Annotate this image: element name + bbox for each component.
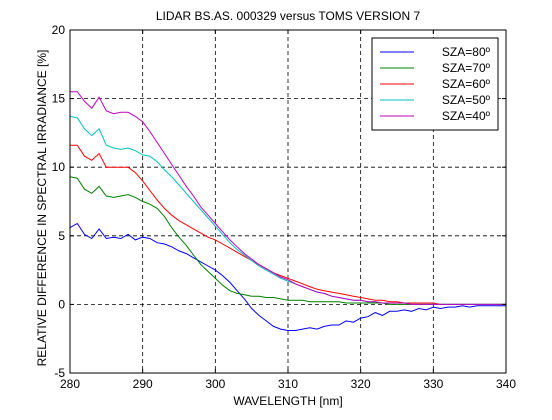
y-axis-label: RELATIVE DIFFERENCE IN SPECTRAL IRRADIAN…: [35, 49, 49, 367]
series-line-3: [70, 144, 506, 305]
y-tick-label: 10: [52, 160, 66, 174]
legend-label: SZA=60º: [442, 77, 491, 91]
x-tick-label: 320: [351, 377, 371, 391]
x-tick-label: 290: [133, 377, 153, 391]
y-tick-label: 5: [58, 229, 65, 243]
x-axis-label: WAVELENGTH [nm]: [233, 394, 343, 408]
y-tick-label: -5: [54, 366, 65, 380]
y-tick-label: 15: [52, 92, 66, 106]
x-tick-label: 280: [60, 377, 80, 391]
legend-label: SZA=80º: [442, 45, 491, 59]
legend-label: SZA=70º: [442, 61, 491, 75]
x-tick-label: 310: [278, 377, 298, 391]
series-line-1: [69, 222, 506, 331]
legend-label: SZA=40º: [442, 109, 491, 123]
x-tick-label: 300: [205, 377, 225, 391]
y-tick-label: 0: [58, 297, 65, 311]
chart-title: LIDAR BS.AS. 000329 versus TOMS VERSION …: [155, 9, 421, 23]
x-tick-label: 330: [423, 377, 443, 391]
x-tick-label: 340: [496, 377, 516, 391]
y-tick-label: 20: [52, 23, 66, 37]
legend-label: SZA=50º: [442, 93, 491, 107]
series-line-5: [70, 91, 506, 305]
